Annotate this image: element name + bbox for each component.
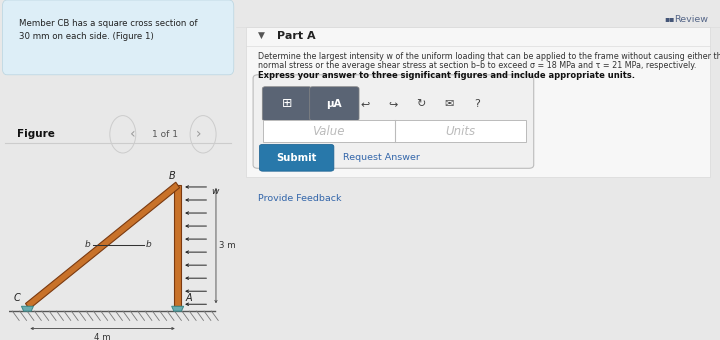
- Text: C: C: [14, 293, 21, 303]
- Text: Determine the largest intensity w of the uniform loading that can be applied to : Determine the largest intensity w of the…: [258, 52, 720, 61]
- Text: b: b: [84, 240, 90, 249]
- Text: ↻: ↻: [416, 99, 426, 109]
- Text: Request Answer: Request Answer: [343, 153, 420, 162]
- Text: Member CB has a square cross section of: Member CB has a square cross section of: [19, 19, 197, 28]
- FancyBboxPatch shape: [310, 87, 359, 121]
- Text: Value: Value: [312, 125, 345, 138]
- Text: Units: Units: [446, 125, 476, 138]
- Text: 1 of 1: 1 of 1: [153, 130, 179, 139]
- FancyBboxPatch shape: [2, 0, 234, 75]
- Text: Provide Feedback: Provide Feedback: [258, 194, 341, 203]
- Text: ⊞: ⊞: [282, 97, 292, 110]
- Text: ›: ›: [196, 127, 201, 141]
- Text: w: w: [211, 187, 218, 196]
- Text: Figure: Figure: [17, 129, 55, 139]
- Text: ↩: ↩: [360, 99, 369, 109]
- FancyBboxPatch shape: [263, 120, 526, 142]
- FancyBboxPatch shape: [259, 144, 334, 171]
- Text: Submit: Submit: [276, 153, 317, 163]
- Text: ✉: ✉: [444, 99, 454, 109]
- Text: ▪▪: ▪▪: [665, 14, 675, 22]
- Text: μA: μA: [327, 99, 342, 109]
- Text: 4 m: 4 m: [94, 333, 111, 340]
- Text: ↪: ↪: [388, 99, 397, 109]
- Bar: [174, 185, 181, 306]
- Text: 30 mm on each side. (Figure 1): 30 mm on each side. (Figure 1): [19, 32, 153, 41]
- FancyBboxPatch shape: [253, 75, 534, 168]
- Text: Review: Review: [674, 15, 708, 24]
- Text: Part A: Part A: [277, 31, 316, 41]
- Polygon shape: [171, 306, 184, 311]
- Text: 3 m: 3 m: [219, 241, 235, 250]
- Polygon shape: [25, 182, 179, 309]
- Polygon shape: [22, 306, 33, 311]
- Text: ▼: ▼: [258, 31, 265, 40]
- Text: normal stress or the average shear stress at section b–b to exceed σ = 18 MPa an: normal stress or the average shear stres…: [258, 61, 696, 70]
- FancyBboxPatch shape: [246, 27, 711, 177]
- Text: ?: ?: [474, 99, 480, 109]
- Text: b: b: [146, 240, 152, 249]
- Text: A: A: [186, 293, 192, 303]
- Text: B: B: [169, 171, 176, 181]
- FancyBboxPatch shape: [262, 87, 312, 121]
- Text: ‹: ‹: [130, 127, 135, 141]
- Text: Express your answer to three significant figures and include appropriate units.: Express your answer to three significant…: [258, 71, 635, 80]
